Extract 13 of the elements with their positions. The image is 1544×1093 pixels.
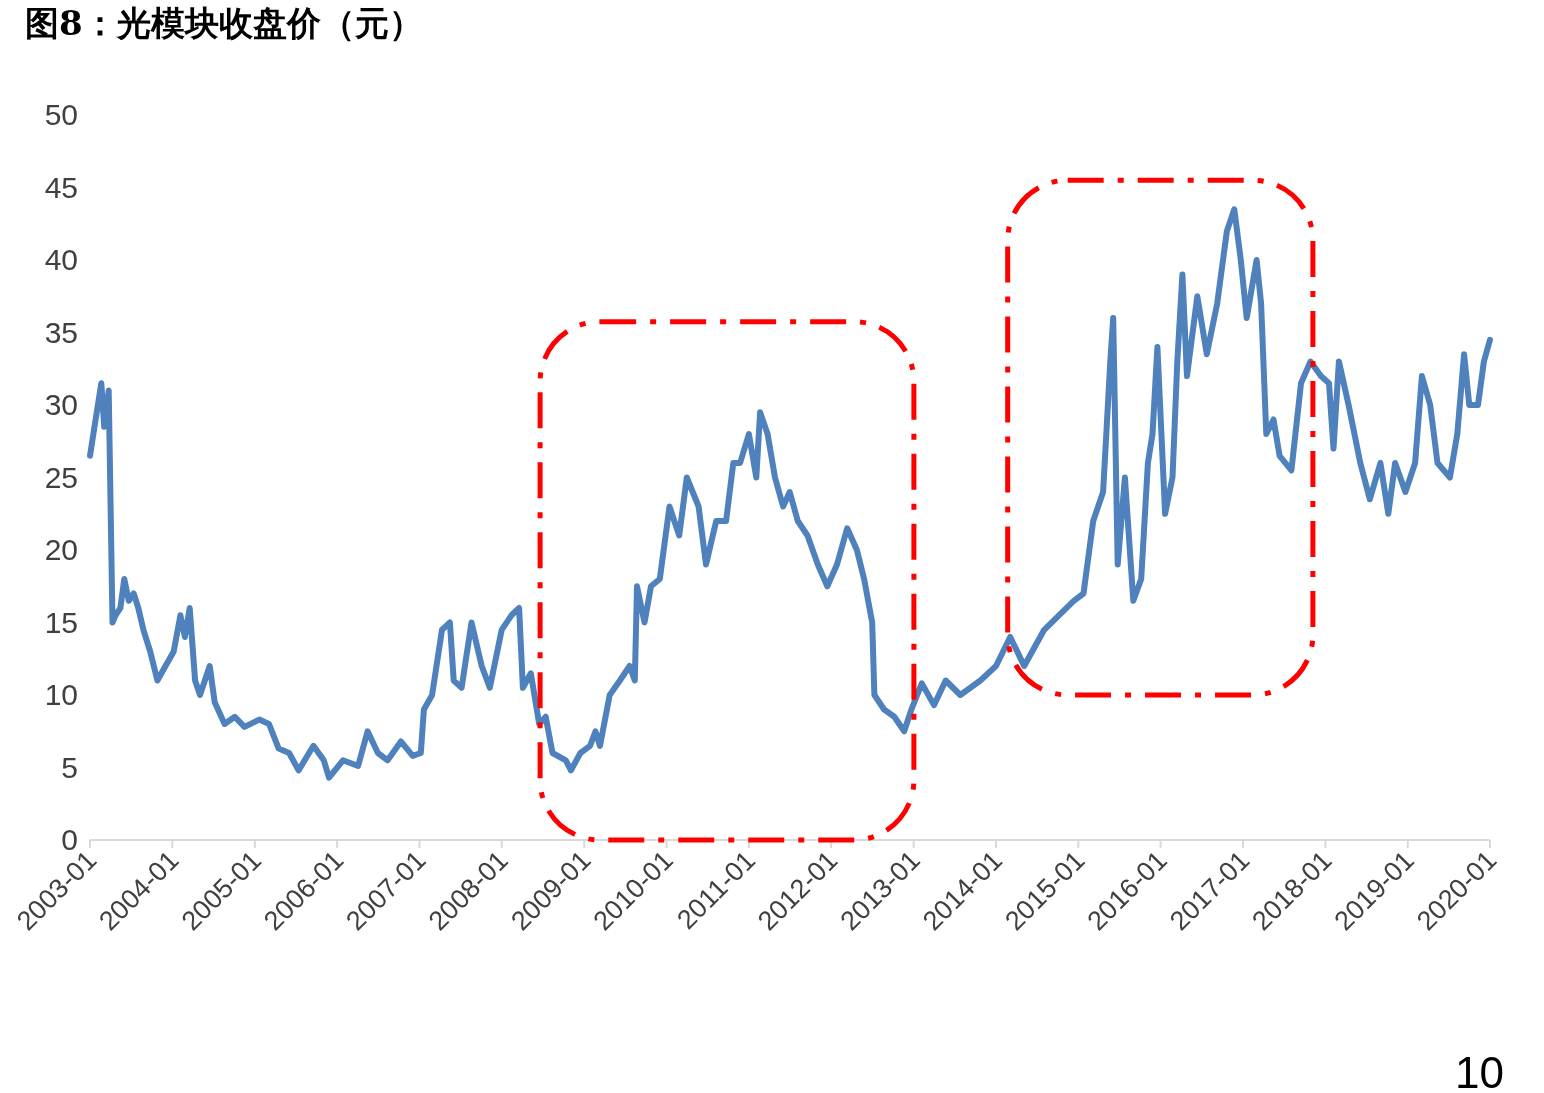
chart-title: 图8：光模块收盘价（元） (25, 3, 423, 43)
y-tick-label: 0 (61, 823, 78, 856)
y-tick-label: 10 (44, 678, 78, 711)
y-tick-label: 45 (44, 170, 78, 204)
text: 10 (1455, 1048, 1504, 1093)
y-tick-label: 5 (61, 750, 78, 784)
y-tick-label: 40 (44, 243, 78, 276)
y-tick-label: 35 (44, 315, 78, 349)
y-tick-label: 50 (44, 98, 78, 131)
y-tick-label: 25 (44, 460, 78, 494)
y-tick-label: 30 (44, 388, 78, 421)
y-tick-label: 20 (44, 533, 78, 566)
y-tick-label: 15 (44, 605, 78, 639)
